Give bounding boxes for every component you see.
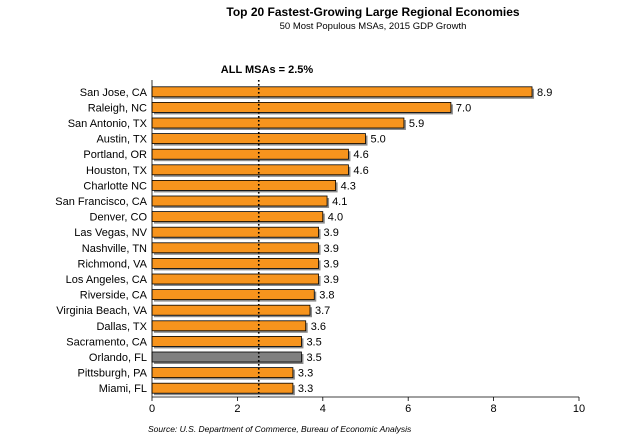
bar — [151, 86, 533, 98]
value-label: 3.6 — [311, 321, 326, 333]
bar — [151, 289, 315, 301]
bar — [151, 226, 319, 238]
value-label: 3.7 — [315, 305, 330, 317]
bar — [151, 382, 294, 394]
bar — [151, 179, 337, 191]
category-label: Pittsburgh, PA — [78, 368, 148, 380]
value-label: 4.6 — [353, 165, 368, 177]
category-label: Riverside, CA — [80, 290, 148, 302]
category-label: Los Angeles, CA — [66, 274, 148, 286]
category-label: Virginia Beach, VA — [56, 305, 147, 317]
x-tick-label: 6 — [405, 403, 411, 415]
category-label: Nashville, TN — [82, 243, 147, 255]
value-label: 3.9 — [324, 227, 339, 239]
value-label: 3.9 — [324, 258, 339, 270]
bar — [151, 133, 366, 145]
category-label: Raleigh, NC — [88, 102, 147, 114]
bar — [151, 102, 452, 113]
value-label: 4.0 — [328, 212, 343, 224]
bar — [151, 117, 405, 129]
category-label: Charlotte NC — [83, 180, 147, 192]
category-label: Austin, TX — [96, 134, 147, 146]
bar — [151, 335, 302, 347]
category-label: San Antonio, TX — [68, 118, 148, 130]
bar — [151, 320, 307, 332]
value-label: 4.1 — [332, 196, 347, 208]
category-label: Richmond, VA — [78, 258, 148, 270]
category-label: Denver, CO — [90, 212, 148, 224]
chart-subtitle: 50 Most Populous MSAs, 2015 GDP Growth — [280, 21, 467, 32]
value-label: 3.5 — [306, 352, 321, 364]
bar — [151, 257, 319, 269]
value-label: 3.9 — [324, 243, 339, 255]
category-label: Orlando, FL — [89, 352, 147, 364]
category-label: Sacramento, CA — [66, 336, 147, 348]
x-tick-label: 10 — [573, 403, 585, 415]
x-tick-label: 0 — [149, 403, 155, 415]
bar — [151, 195, 328, 207]
category-label: Houston, TX — [86, 165, 148, 177]
value-label: 5.0 — [371, 134, 386, 146]
bar — [151, 273, 319, 285]
bar — [151, 148, 349, 160]
reference-line-label: ALL MSAs = 2.5% — [221, 64, 314, 76]
category-label: San Francisco, CA — [55, 196, 147, 208]
source-note: Source: U.S. Department of Commerce, Bur… — [148, 424, 412, 434]
value-label: 7.0 — [456, 102, 471, 114]
value-label: 3.9 — [324, 274, 339, 286]
value-label: 8.9 — [537, 87, 552, 99]
category-label: Las Vegas, NV — [74, 227, 147, 239]
value-label: 5.9 — [409, 118, 424, 130]
chart-title: Top 20 Fastest-Growing Large Regional Ec… — [226, 5, 519, 19]
bar — [151, 304, 311, 316]
category-label: San Jose, CA — [80, 87, 148, 99]
x-tick-label: 8 — [491, 403, 497, 415]
bar — [151, 367, 294, 379]
value-label: 4.6 — [353, 149, 368, 161]
value-label: 3.3 — [298, 383, 313, 395]
category-label: Miami, FL — [99, 383, 147, 395]
value-label: 3.3 — [298, 368, 313, 380]
bar — [151, 351, 302, 363]
x-tick-label: 2 — [234, 403, 240, 415]
category-label: Portland, OR — [83, 149, 147, 161]
bar — [151, 242, 319, 254]
category-label: Dallas, TX — [96, 321, 147, 333]
bar — [151, 164, 349, 176]
bar — [151, 211, 324, 223]
x-tick-label: 4 — [320, 403, 326, 415]
value-label: 3.8 — [319, 290, 334, 302]
value-label: 4.3 — [341, 180, 356, 192]
value-label: 3.5 — [306, 336, 321, 348]
